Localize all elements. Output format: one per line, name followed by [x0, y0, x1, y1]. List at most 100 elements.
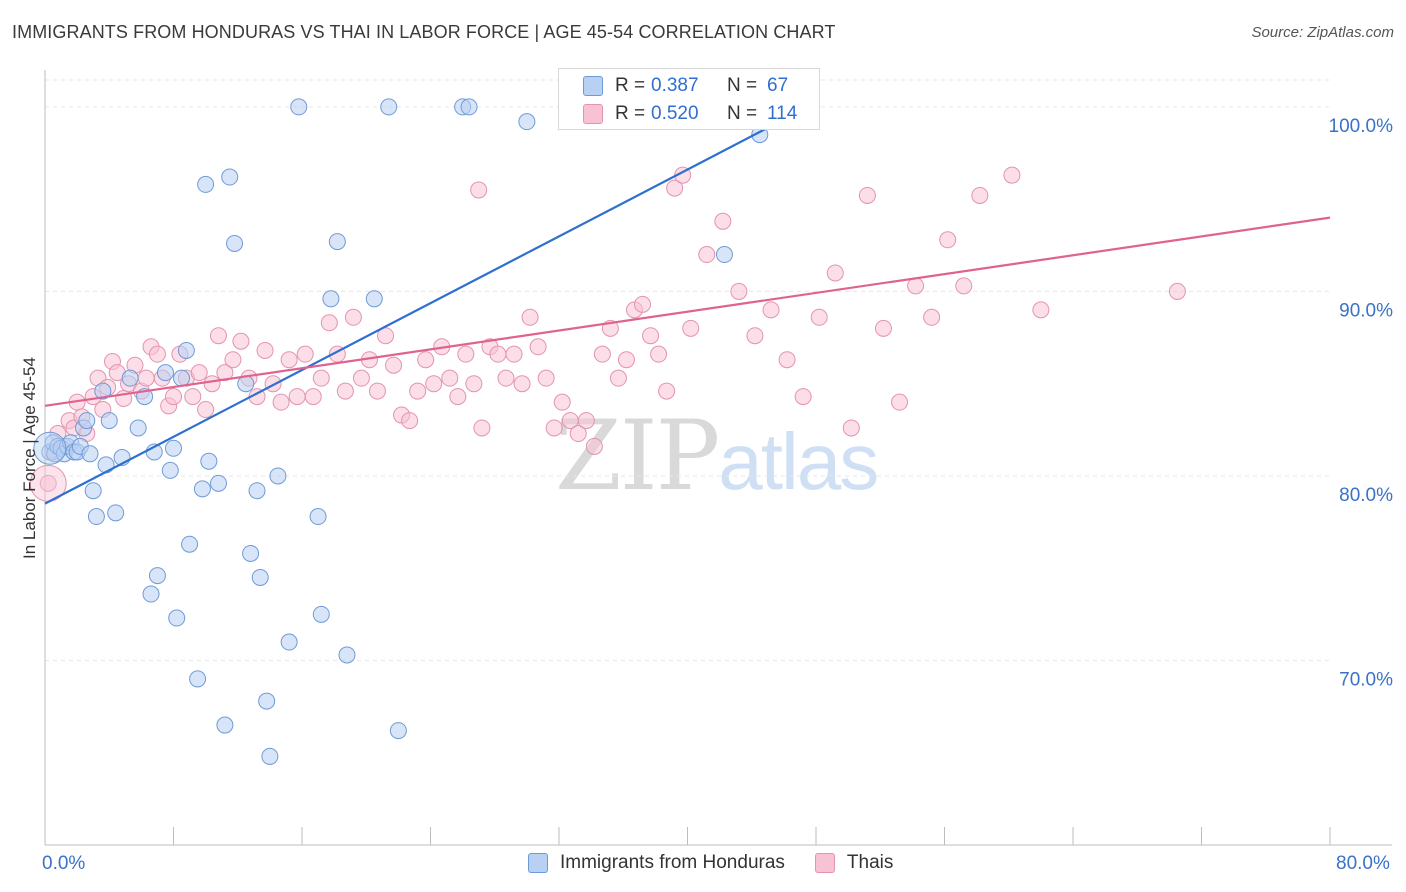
thais-point [209, 327, 227, 345]
honduras-point [189, 670, 207, 688]
thais-point [320, 314, 338, 332]
honduras-point [290, 98, 308, 116]
honduras-point [81, 445, 99, 463]
legend-row-thais: R = 0.520 N = 114 [583, 101, 797, 127]
honduras-points [33, 98, 793, 765]
honduras-trend-line [44, 105, 809, 505]
legend-n-value: 67 [767, 75, 789, 96]
thais-point [593, 345, 611, 363]
honduras-point [168, 609, 186, 627]
thais-point [232, 332, 250, 350]
thais-point [296, 345, 314, 363]
thais-point [336, 382, 354, 400]
grid-lines [45, 79, 1330, 661]
thais-point [165, 388, 182, 406]
thais-point [585, 437, 603, 455]
honduras-point [181, 535, 199, 553]
thais-point [457, 345, 475, 363]
honduras-point [309, 508, 327, 526]
honduras-point [78, 412, 96, 430]
honduras-point [248, 482, 266, 500]
thais-point [352, 369, 370, 387]
honduras-point [389, 722, 407, 740]
thais-point [344, 308, 362, 326]
thais-point [682, 319, 700, 337]
legend-r-value: 0.520 [651, 103, 699, 124]
stats-legend: R = 0.387 N = 67 R = 0.520 N = 114 [558, 68, 820, 130]
thais-point [368, 382, 386, 400]
thais-point [858, 186, 876, 204]
thais-point [955, 277, 973, 295]
thais-point [634, 295, 652, 313]
honduras-point [280, 633, 298, 651]
legend-r-label: R = [615, 103, 646, 124]
x-tick-label-max: 80.0% [1336, 853, 1390, 874]
thais-point [409, 382, 427, 400]
thais-point [545, 419, 563, 437]
thais-point [470, 181, 488, 199]
honduras-point [328, 233, 346, 251]
thais-point [810, 308, 828, 326]
thais-point [385, 356, 403, 374]
honduras-point [94, 382, 112, 400]
thais-point [521, 308, 539, 326]
y-tick-label: 80.0% [1339, 485, 1393, 506]
honduras-point [715, 246, 733, 264]
legend-n-label: N = [727, 103, 758, 124]
honduras-point [129, 419, 147, 437]
honduras-point [148, 567, 166, 585]
honduras-point [460, 98, 478, 116]
honduras-point [33, 431, 67, 465]
thais-point [489, 345, 507, 363]
honduras-point [258, 692, 276, 710]
thais-trend-line [44, 216, 1331, 407]
thais-point [148, 345, 166, 363]
thais-point [312, 369, 330, 387]
thais-point [441, 369, 459, 387]
honduras-point [365, 290, 383, 308]
honduras-point [380, 98, 398, 116]
honduras-point [193, 480, 211, 498]
legend-label-thais: Thais [846, 852, 894, 873]
honduras-point [107, 504, 125, 522]
legend-label-honduras: Immigrants from Honduras [560, 852, 785, 873]
honduras-point [84, 482, 102, 500]
thais-point [794, 388, 812, 406]
honduras-point [338, 646, 356, 664]
thais-point [401, 412, 419, 430]
honduras-point [216, 716, 234, 734]
thais-point [730, 282, 748, 300]
source-label: Source: ZipAtlas.com [1251, 24, 1394, 41]
thais-point [650, 345, 668, 363]
honduras-point [269, 467, 287, 485]
honduras-point [177, 341, 195, 359]
y-tick-label: 70.0% [1339, 669, 1393, 690]
honduras-point [173, 369, 191, 387]
x-tick-label-min: 0.0% [42, 853, 86, 874]
thais-point [537, 369, 555, 387]
y-tick-label: 100.0% [1329, 116, 1394, 137]
thais-point [714, 212, 732, 230]
legend-swatch-honduras [528, 853, 548, 873]
thais-point [137, 369, 155, 387]
thais-point [778, 351, 796, 369]
chart-title: IMMIGRANTS FROM HONDURAS VS THAI IN LABO… [12, 22, 836, 42]
thais-point [256, 341, 274, 359]
legend-n-value: 114 [767, 103, 798, 124]
thais-point [658, 382, 676, 400]
legend-swatch-thais [814, 853, 835, 873]
thais-point [264, 375, 282, 393]
honduras-point [97, 456, 115, 474]
honduras-point [121, 369, 139, 387]
thais-point [224, 351, 242, 369]
thais-point [497, 369, 515, 387]
honduras-point [221, 168, 239, 186]
legend-swatch-honduras [583, 76, 603, 96]
honduras-point [209, 474, 227, 492]
thais-point [617, 351, 635, 369]
thais-point [288, 388, 306, 406]
legend-item-thais[interactable]: Thais [814, 852, 894, 874]
thais-point [577, 412, 595, 430]
thais-point [473, 419, 491, 437]
legend-item-honduras[interactable]: Immigrants from Honduras [528, 852, 785, 874]
